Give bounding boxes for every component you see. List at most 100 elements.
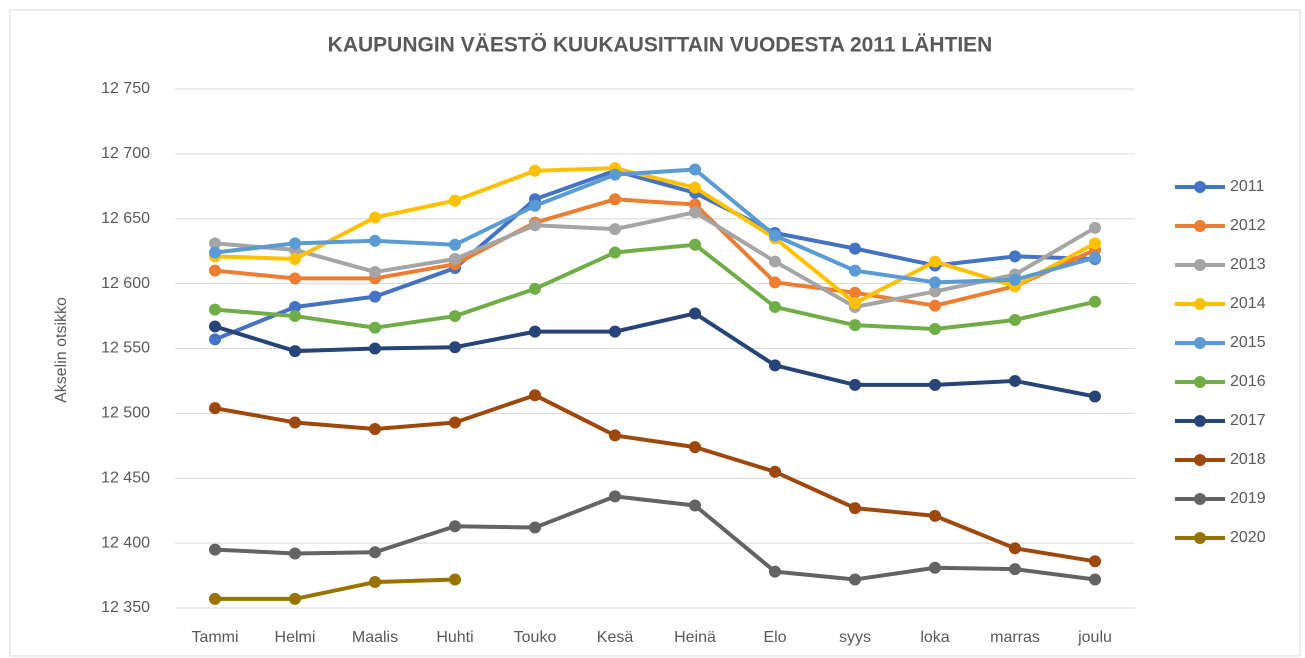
series-marker [449, 416, 461, 429]
series-marker [289, 300, 301, 313]
y-tick-label: 12 450 [101, 469, 150, 486]
series-marker [209, 543, 221, 556]
series-marker [1009, 563, 1021, 576]
series-marker [689, 238, 701, 251]
series-marker [369, 546, 381, 559]
x-tick-label: Elo [763, 629, 786, 646]
series-marker [289, 252, 301, 265]
series-marker [289, 237, 301, 250]
series-marker [929, 255, 941, 268]
y-tick-label: 12 550 [101, 340, 150, 357]
series-marker [529, 164, 541, 177]
x-tick-label: Touko [514, 629, 557, 646]
series-marker [769, 465, 781, 478]
legend-label: 2016 [1230, 373, 1266, 390]
legend-swatch-marker [1194, 181, 1206, 193]
series-line [214, 167, 1096, 285]
series-marker [289, 547, 301, 560]
series-marker [689, 307, 701, 320]
series-marker [209, 246, 221, 259]
legend-swatch-marker [1194, 415, 1206, 427]
series-marker [1089, 237, 1101, 250]
series-marker [449, 520, 461, 533]
series-line [214, 494, 1096, 582]
x-tick-label: Tammi [191, 629, 238, 646]
series-marker [929, 285, 941, 298]
series-marker [449, 252, 461, 265]
legend-label: 2015 [1230, 334, 1266, 351]
series-marker [529, 325, 541, 338]
x-tick-label: loka [920, 629, 949, 646]
series-marker [1009, 374, 1021, 387]
series-marker [289, 310, 301, 323]
y-tick-label: 12 650 [101, 210, 150, 227]
x-tick-label: syys [839, 629, 871, 646]
series-marker [529, 521, 541, 534]
series-marker [369, 234, 381, 247]
series-marker [849, 573, 861, 586]
series-marker [369, 321, 381, 334]
series-marker [369, 265, 381, 278]
series-marker [849, 286, 861, 299]
series-marker [209, 303, 221, 316]
series-marker [849, 378, 861, 391]
x-tick-label: Helmi [275, 629, 316, 646]
series-marker [529, 389, 541, 402]
y-tick-label: 12 350 [101, 599, 150, 616]
series-marker [289, 592, 301, 605]
series-line [214, 242, 1096, 332]
series-marker [209, 402, 221, 415]
series-marker [289, 272, 301, 285]
series-marker [849, 319, 861, 332]
series-marker [929, 378, 941, 391]
legend-swatch-marker [1194, 220, 1206, 232]
series-marker [529, 282, 541, 295]
x-tick-label: marras [990, 629, 1040, 646]
legend-label: 2018 [1230, 451, 1266, 468]
y-tick-label: 12 400 [101, 534, 150, 551]
series-marker [369, 211, 381, 224]
y-tick-label: 12 750 [101, 80, 150, 97]
series-line [214, 166, 1096, 306]
series-marker [289, 345, 301, 358]
legend-swatch-marker [1194, 298, 1206, 310]
x-tick-label: Huhti [436, 629, 473, 646]
series-marker [849, 502, 861, 515]
x-tick-label: Kesä [597, 629, 634, 646]
series-marker [849, 264, 861, 277]
series-marker [449, 238, 461, 251]
legend-label: 2012 [1230, 217, 1266, 234]
series-marker [209, 592, 221, 605]
series-marker [689, 441, 701, 454]
series-marker [689, 181, 701, 194]
series-marker [769, 300, 781, 313]
series-marker [609, 325, 621, 338]
series-marker [1089, 555, 1101, 568]
series-line [214, 311, 1096, 399]
chart-title: KAUPUNGIN VÄESTÖ KUUKAUSITTAIN VUODESTA … [328, 34, 993, 57]
x-tick-label: Maalis [352, 629, 398, 646]
legend-label: 2011 [1230, 178, 1265, 195]
series-marker [449, 341, 461, 354]
series-marker [929, 276, 941, 289]
series-marker [769, 359, 781, 372]
series-marker [449, 310, 461, 323]
series-marker [369, 290, 381, 303]
legend-swatch-marker [1194, 532, 1206, 544]
series-marker [849, 297, 861, 310]
series-marker [209, 237, 221, 250]
series-marker [1009, 250, 1021, 263]
series-marker [1089, 221, 1101, 234]
series-marker [529, 199, 541, 212]
series-marker [849, 242, 861, 255]
series-marker [929, 509, 941, 522]
series-marker [1009, 313, 1021, 326]
y-tick-label: 12 600 [101, 275, 150, 292]
legend-swatch-marker [1194, 259, 1206, 271]
y-axis-label: Akselin otsikko [53, 297, 70, 403]
legend-label: 2013 [1230, 256, 1266, 273]
series-marker [609, 429, 621, 442]
legend-swatch-marker [1194, 376, 1206, 388]
series-marker [209, 333, 221, 346]
